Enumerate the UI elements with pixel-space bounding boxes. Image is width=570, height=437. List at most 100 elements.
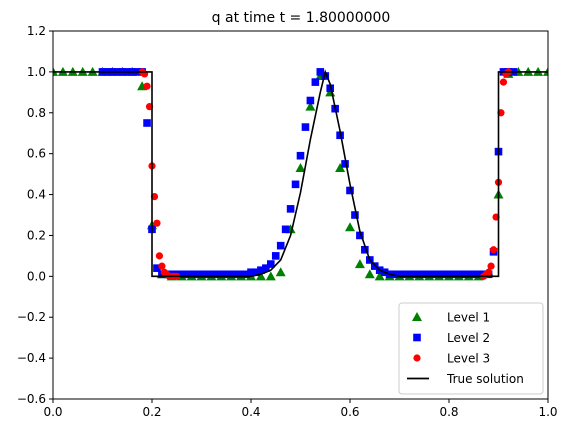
series-4 bbox=[53, 69, 548, 278]
data-point-square bbox=[351, 211, 359, 219]
legend-marker-circle bbox=[413, 354, 421, 362]
data-point-square bbox=[400, 270, 409, 279]
data-point-square bbox=[450, 270, 458, 279]
legend-label: True solution bbox=[446, 372, 524, 386]
data-point-triangle bbox=[255, 271, 266, 281]
data-point-square bbox=[153, 264, 161, 272]
data-point-square bbox=[430, 270, 438, 279]
data-point-square bbox=[415, 270, 424, 279]
legend-marker-square bbox=[413, 333, 421, 342]
data-point-square bbox=[455, 270, 463, 279]
data-point-triangle bbox=[335, 162, 346, 172]
data-point-triangle bbox=[354, 259, 365, 269]
data-point-square bbox=[390, 270, 399, 279]
data-point-circle bbox=[487, 262, 495, 270]
data-point-square bbox=[341, 160, 349, 168]
data-point-triangle bbox=[275, 267, 286, 277]
data-point-square bbox=[276, 241, 285, 250]
legend-entry-1: Level 1 bbox=[412, 311, 490, 325]
y-tick-label: 0.6 bbox=[27, 147, 46, 161]
data-point-square bbox=[257, 266, 265, 274]
data-point-square bbox=[420, 270, 429, 279]
data-point-triangle bbox=[265, 271, 276, 281]
legend-label: Level 3 bbox=[447, 352, 490, 366]
true-solution-line bbox=[53, 69, 548, 278]
data-point-square bbox=[301, 123, 310, 131]
data-point-circle bbox=[489, 246, 498, 254]
data-point-square bbox=[222, 270, 231, 279]
data-point-square bbox=[252, 268, 260, 277]
data-point-square bbox=[440, 270, 448, 279]
plot-layer bbox=[53, 66, 548, 281]
axes-layer: 0.0 0.2 0.4 0.6 0.8 1.01.21.00.80.60.40.20.0−… bbox=[17, 24, 558, 419]
x-tick-label: 0.6 bbox=[340, 405, 359, 419]
data-point-square bbox=[291, 180, 300, 189]
data-point-square bbox=[237, 270, 245, 279]
legend-entry-3: Level 3 bbox=[413, 352, 490, 366]
data-point-circle bbox=[485, 268, 493, 276]
data-point-square bbox=[346, 186, 354, 195]
data-point-square bbox=[405, 270, 414, 279]
data-point-square bbox=[316, 68, 325, 76]
legend: Level 1 Level 2 Level 3 True solution bbox=[398, 302, 544, 395]
legend-marker-triangle bbox=[412, 312, 422, 321]
data-point-square bbox=[192, 270, 201, 279]
data-point-square bbox=[232, 270, 240, 279]
x-tick-label: 1.0 bbox=[538, 405, 557, 419]
data-point-square bbox=[187, 270, 196, 279]
data-point-square bbox=[227, 270, 235, 279]
data-point-triangle bbox=[364, 269, 375, 279]
data-point-square bbox=[326, 84, 334, 93]
series-1 bbox=[53, 66, 548, 281]
y-tick-label: 0.4 bbox=[27, 188, 46, 202]
data-point-circle bbox=[158, 262, 166, 270]
series-3 bbox=[138, 68, 512, 280]
data-point-square bbox=[242, 270, 250, 279]
data-point-square bbox=[271, 252, 280, 260]
data-point-circle bbox=[153, 219, 161, 227]
data-point-square bbox=[460, 270, 468, 279]
data-point-triangle bbox=[345, 222, 355, 232]
data-point-triangle bbox=[305, 101, 316, 111]
data-point-square bbox=[267, 260, 275, 268]
y-tick-label: 1.2 bbox=[27, 24, 46, 38]
data-point-square bbox=[281, 225, 290, 234]
chart-title: q at time t = 1.80000000 bbox=[212, 10, 391, 26]
data-point-square bbox=[202, 270, 211, 279]
legend-label: Level 1 bbox=[447, 311, 490, 325]
data-point-square bbox=[286, 205, 295, 213]
data-point-square bbox=[469, 270, 478, 279]
data-point-square bbox=[143, 119, 151, 127]
data-point-circle bbox=[143, 82, 151, 90]
x-tick-label: 0.2 bbox=[142, 405, 161, 419]
y-tick-label: 0.2 bbox=[27, 228, 46, 242]
data-point-square bbox=[306, 96, 315, 105]
data-point-circle bbox=[155, 252, 164, 260]
x-tick-label: 0.8 bbox=[439, 405, 458, 419]
data-point-square bbox=[311, 78, 320, 86]
data-point-square bbox=[262, 264, 270, 272]
data-point-circle bbox=[499, 78, 508, 86]
legend-label: Level 2 bbox=[447, 331, 490, 345]
axes-frame bbox=[52, 30, 549, 400]
data-point-triangle bbox=[374, 271, 385, 281]
legend-entry-4: True solution bbox=[407, 372, 524, 386]
data-point-triangle bbox=[295, 162, 306, 172]
data-point-square bbox=[197, 270, 206, 279]
legend-box bbox=[398, 302, 544, 395]
y-tick-label: 1.0 bbox=[27, 65, 46, 79]
data-point-square bbox=[177, 270, 186, 279]
data-point-square bbox=[445, 270, 453, 279]
data-point-square bbox=[321, 72, 330, 80]
data-point-square bbox=[247, 268, 255, 277]
y-tick-label: −0.2 bbox=[17, 310, 46, 324]
y-tick-label: 0.8 bbox=[27, 106, 46, 120]
data-point-square bbox=[361, 245, 369, 254]
data-point-square bbox=[356, 231, 364, 240]
y-tick-label: −0.6 bbox=[17, 392, 46, 406]
data-point-square bbox=[465, 270, 473, 279]
y-tick-label: 0.0 bbox=[27, 269, 46, 283]
x-tick-label: 0.4 bbox=[241, 405, 260, 419]
